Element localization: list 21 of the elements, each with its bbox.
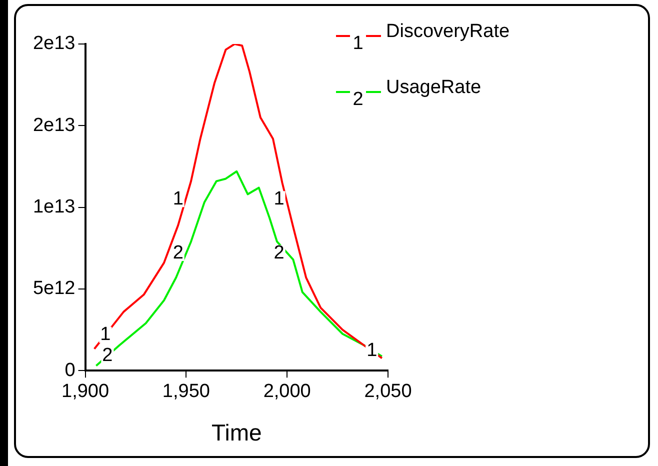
x-tick-label: 1,900 xyxy=(61,381,110,402)
x-tick-label: 1,950 xyxy=(162,381,210,402)
legend-label: UsageRate xyxy=(386,77,482,98)
annotation: 1 xyxy=(352,33,364,54)
y-tick-label: 2e13 xyxy=(32,33,76,54)
y-tick-label: 5e12 xyxy=(32,278,76,300)
y-tick-label: 2e13 xyxy=(32,114,76,136)
y-tick-label: 1e13 xyxy=(32,196,76,218)
annotation: 2 xyxy=(102,344,113,366)
x-tick-label: 2,050 xyxy=(364,381,412,402)
y-tick-label: 0 xyxy=(64,360,76,381)
annotation: 1 xyxy=(366,340,378,362)
annotation: 2 xyxy=(274,242,284,264)
x-axis-title: Time xyxy=(212,420,262,446)
annotation: 2 xyxy=(352,89,364,110)
x-tick-label: 2,000 xyxy=(263,381,311,402)
annotation: 2 xyxy=(172,242,184,264)
annotation: 1 xyxy=(274,188,284,210)
annotation: 1 xyxy=(172,188,184,210)
annotation: 1 xyxy=(100,324,111,346)
legend-label: DiscoveryRate xyxy=(386,21,510,42)
